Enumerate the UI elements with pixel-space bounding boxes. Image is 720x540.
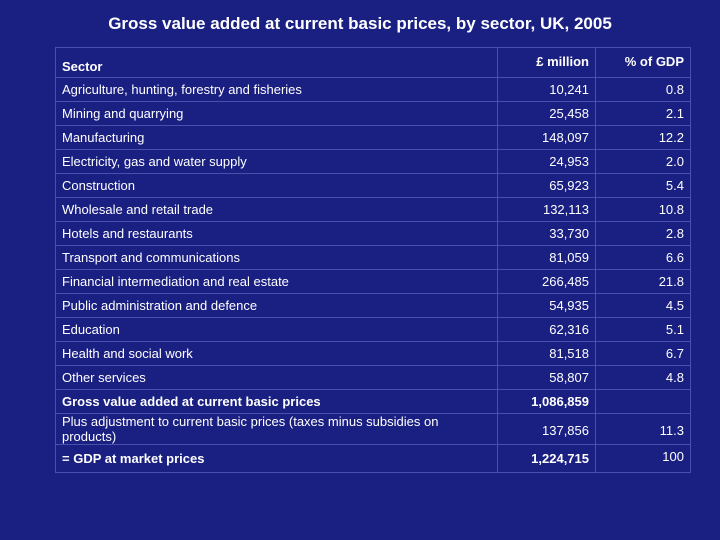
pct-cell: 6.6	[595, 245, 691, 270]
gva-total-million: 1,086,859	[497, 389, 596, 414]
pct-cell: 6.7	[595, 341, 691, 366]
pct-cell: 2.1	[595, 101, 691, 126]
million-column-header: £ million	[497, 47, 596, 78]
million-cell: 81,059	[497, 245, 596, 270]
sector-cell: Hotels and restaurants	[55, 221, 498, 246]
pct-cell: 4.5	[595, 293, 691, 318]
table-row: Financial intermediation and real estate…	[55, 269, 691, 294]
pct-cell: 5.1	[595, 317, 691, 342]
table-header-row: Sector £ million % of GDP	[55, 47, 691, 78]
sector-cell: Transport and communications	[55, 245, 498, 270]
sector-cell: Manufacturing	[55, 125, 498, 150]
gva-total-label: Gross value added at current basic price…	[55, 389, 498, 414]
table-row: Agriculture, hunting, forestry and fishe…	[55, 77, 691, 102]
sector-cell: Electricity, gas and water supply	[55, 149, 498, 174]
sector-cell: Construction	[55, 173, 498, 198]
sector-cell: Wholesale and retail trade	[55, 197, 498, 222]
adjustment-label: Plus adjustment to current basic prices …	[55, 413, 498, 445]
table-row: Electricity, gas and water supply 24,953 2…	[55, 149, 691, 174]
table-row: Education 62,316 5.1	[55, 317, 691, 342]
million-cell: 10,241	[497, 77, 596, 102]
pct-cell: 4.8	[595, 365, 691, 390]
million-cell: 33,730	[497, 221, 596, 246]
million-cell: 25,458	[497, 101, 596, 126]
gdp-million: 1,224,715	[497, 444, 596, 473]
sector-column-header: Sector	[55, 47, 498, 78]
pct-cell: 21.8	[595, 269, 691, 294]
sector-cell: Financial intermediation and real estate	[55, 269, 498, 294]
sector-cell: Other services	[55, 365, 498, 390]
table-row: Transport and communications 81,059 6.6	[55, 245, 691, 270]
pct-cell: 2.8	[595, 221, 691, 246]
table-row: Other services 58,807 4.8	[55, 365, 691, 390]
table-row: Manufacturing 148,097 12.2	[55, 125, 691, 150]
sector-cell: Education	[55, 317, 498, 342]
table-row: Public administration and defence 54,935 4…	[55, 293, 691, 318]
gdp-pct: 100	[595, 444, 691, 473]
gdp-label: = GDP at market prices	[55, 444, 498, 473]
pct-cell: 2.0	[595, 149, 691, 174]
million-cell: 62,316	[497, 317, 596, 342]
million-cell: 266,485	[497, 269, 596, 294]
table-row: Construction 65,923 5.4	[55, 173, 691, 198]
gva-total-pct	[595, 389, 691, 414]
gva-table: Sector £ million % of GDP Agriculture, h…	[55, 47, 691, 473]
million-cell: 132,113	[497, 197, 596, 222]
sector-cell: Public administration and defence	[55, 293, 498, 318]
page-title: Gross value added at current basic price…	[108, 14, 612, 33]
pct-cell: 12.2	[595, 125, 691, 150]
gva-total-row: Gross value added at current basic price…	[55, 389, 691, 414]
sector-cell: Mining and quarrying	[55, 101, 498, 126]
million-cell: 148,097	[497, 125, 596, 150]
million-cell: 24,953	[497, 149, 596, 174]
gdp-row: = GDP at market prices 1,224,715 100	[55, 444, 691, 473]
pct-cell: 10.8	[595, 197, 691, 222]
million-cell: 81,518	[497, 341, 596, 366]
sector-cell: Health and social work	[55, 341, 498, 366]
million-cell: 65,923	[497, 173, 596, 198]
pct-column-header: % of GDP	[595, 47, 691, 78]
table-row: Mining and quarrying 25,458 2.1	[55, 101, 691, 126]
sector-cell: Agriculture, hunting, forestry and fishe…	[55, 77, 498, 102]
adjustment-million: 137,856	[497, 413, 596, 445]
table-row: Hotels and restaurants 33,730 2.8	[55, 221, 691, 246]
table-row: Health and social work 81,518 6.7	[55, 341, 691, 366]
pct-cell: 5.4	[595, 173, 691, 198]
pct-cell: 0.8	[595, 77, 691, 102]
adjustment-pct: 11.3	[595, 413, 691, 445]
adjustment-row: Plus adjustment to current basic prices …	[55, 413, 691, 445]
million-cell: 54,935	[497, 293, 596, 318]
million-cell: 58,807	[497, 365, 596, 390]
table-row: Wholesale and retail trade 132,113 10.8	[55, 197, 691, 222]
